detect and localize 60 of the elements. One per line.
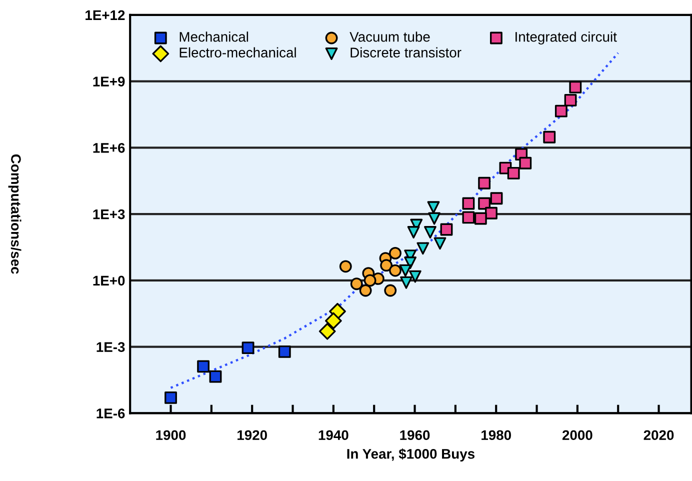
x-tick-label: 1920	[238, 430, 267, 440]
y-tick-label: 1E+6	[93, 143, 125, 153]
legend-label: Integrated circuit	[516, 32, 617, 45]
y-tick-label: 1E+12	[86, 10, 125, 20]
point	[389, 246, 402, 260]
legend-label: Vacuum tube	[350, 32, 430, 42]
point	[485, 206, 498, 220]
y-tick-label: 1E+3	[93, 209, 125, 220]
y-tick-label: 1E-3	[96, 342, 125, 352]
point	[324, 312, 342, 330]
point	[339, 260, 352, 273]
point	[399, 264, 412, 277]
point	[404, 256, 417, 269]
point	[478, 197, 491, 210]
x-axis-title: In Year, $1000 Buys	[347, 448, 474, 462]
point	[278, 345, 291, 358]
point	[543, 130, 556, 144]
point	[197, 360, 210, 373]
y-tick-label: 1E+9	[93, 76, 125, 86]
x-tick-label: 1940	[318, 430, 348, 440]
point	[462, 197, 475, 210]
x-tick-label: 2000	[562, 430, 592, 440]
y-tick-label: 1E-6	[96, 408, 125, 418]
point	[209, 370, 222, 383]
point	[569, 80, 582, 94]
point	[400, 276, 412, 289]
y-axis-title: Computations/sec	[8, 154, 22, 274]
point	[434, 237, 446, 250]
point	[407, 226, 420, 238]
point	[408, 270, 422, 283]
point	[164, 392, 177, 404]
x-tick-label: 1960	[400, 430, 430, 440]
point	[462, 211, 475, 224]
point	[364, 274, 376, 287]
point	[318, 322, 336, 340]
point	[440, 223, 453, 236]
x-tick-label: 1900	[156, 430, 186, 440]
point	[554, 104, 568, 118]
point	[389, 264, 402, 277]
point	[416, 242, 430, 255]
point	[359, 284, 372, 297]
legend-label: Mechanical	[180, 32, 248, 42]
point	[564, 94, 577, 106]
point	[424, 226, 436, 238]
point	[474, 212, 487, 225]
point	[242, 342, 254, 354]
y-tick-label: 1E+0	[93, 276, 125, 286]
point	[507, 167, 520, 180]
point	[478, 176, 491, 190]
point	[519, 156, 532, 170]
point	[490, 192, 503, 205]
point	[350, 278, 363, 290]
point	[380, 259, 393, 272]
legend-label: Discrete transistor	[350, 47, 462, 58]
x-tick-label: 1980	[482, 430, 511, 440]
legend-label: Electro-mechanical	[180, 47, 296, 58]
x-tick-label: 2020	[644, 430, 674, 440]
point	[428, 212, 441, 225]
point	[384, 284, 397, 297]
point	[427, 201, 440, 214]
